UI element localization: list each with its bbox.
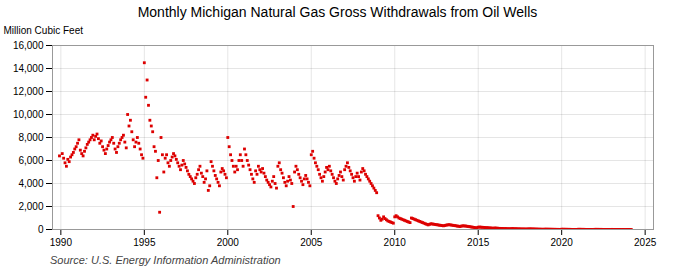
svg-text:2020: 2020: [551, 237, 574, 248]
svg-text:12,000: 12,000: [13, 86, 44, 97]
svg-text:2005: 2005: [300, 237, 323, 248]
html-text:Source: U.S. Energy Informatio: Source: U.S. Energy Information Administ…: [50, 254, 281, 266]
svg-text:2015: 2015: [467, 237, 490, 248]
svg-text:1995: 1995: [133, 237, 156, 248]
html-text:Monthly Michigan Natural Gas G: Monthly Michigan Natural Gas Gross Withd…: [137, 4, 538, 20]
svg-text:0: 0: [38, 224, 44, 235]
svg-text:14,000: 14,000: [13, 63, 44, 74]
svg-text:6,000: 6,000: [18, 155, 43, 166]
svg-text:8,000: 8,000: [18, 132, 43, 143]
svg-text:Million Cubic Feet: Million Cubic Feet: [4, 25, 84, 36]
svg-text:4,000: 4,000: [18, 178, 43, 189]
svg-text:16,000: 16,000: [13, 40, 44, 51]
svg-text:10,000: 10,000: [13, 109, 44, 120]
svg-text:2,000: 2,000: [18, 201, 43, 212]
svg-text:2000: 2000: [217, 237, 240, 248]
svg-text:1990: 1990: [50, 237, 73, 248]
svg-text:2025: 2025: [634, 237, 657, 248]
svg-text:2010: 2010: [384, 237, 407, 248]
